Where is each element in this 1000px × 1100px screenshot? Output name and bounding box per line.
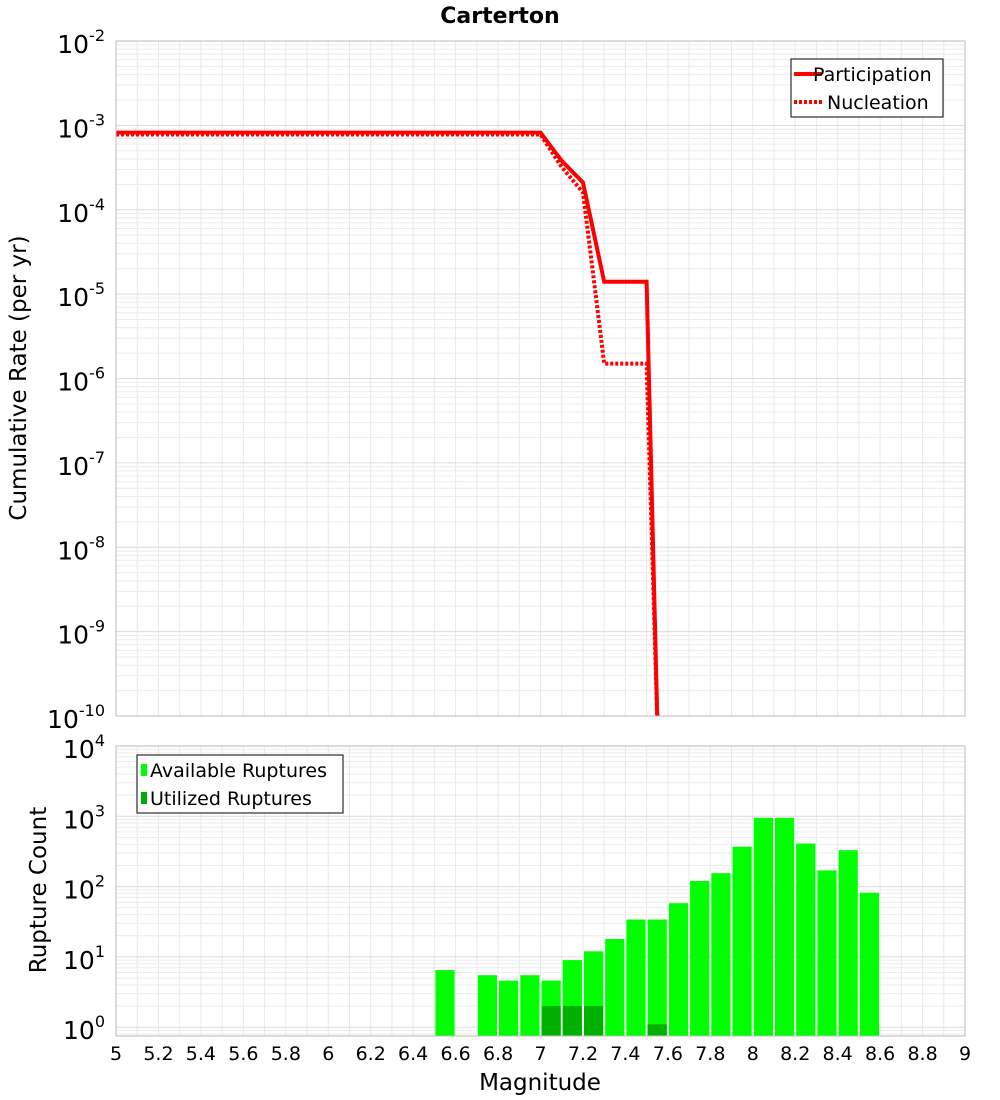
nucleation-series-line	[116, 132, 660, 716]
available-rupture-bar	[711, 873, 731, 1036]
available-rupture-bar	[605, 939, 625, 1036]
available-rupture-bar	[817, 870, 837, 1036]
magnitude-tick-label: 5	[110, 1043, 122, 1065]
chart-title: Carterton	[440, 4, 559, 29]
count-legend-swatch	[141, 764, 147, 776]
available-rupture-bar	[668, 903, 689, 1036]
utilized-rupture-bar	[541, 1006, 561, 1036]
magnitude-tick-label: 6.4	[398, 1043, 428, 1065]
magnitude-tick-label: 6.8	[483, 1043, 513, 1065]
count-axis-label: Rupture Count	[26, 807, 52, 973]
rate-tick-label: 10-7	[57, 448, 105, 481]
magnitude-tick-label: 8.2	[780, 1043, 810, 1065]
available-rupture-bar	[838, 850, 858, 1036]
magnitude-tick-label: 7	[534, 1043, 546, 1065]
participation-series-line	[116, 130, 660, 716]
rate-tick-label: 10-2	[57, 26, 105, 59]
count-tick-label: 103	[63, 801, 105, 834]
rate-legend-box	[790, 58, 944, 118]
magnitude-tick-label: 7.4	[610, 1043, 640, 1065]
magnitude-tick-label: 8.6	[865, 1043, 895, 1065]
rate-tick-label: 10-10	[47, 701, 105, 734]
rate-tick-label: 10-9	[57, 617, 105, 650]
rate-tick-label: 10-3	[57, 110, 105, 143]
count-tick-label: 102	[63, 872, 105, 905]
available-rupture-bar	[647, 919, 667, 1036]
utilized-rupture-bar	[562, 1006, 582, 1036]
magnitude-tick-label: 9	[959, 1043, 971, 1065]
available-rupture-bar	[859, 892, 880, 1036]
count-plot-frame	[115, 745, 966, 1037]
nucleation-legend-label: Nucleation	[827, 92, 929, 114]
rate-axis-label: Cumulative Rate (per yr)	[6, 235, 32, 520]
available-rupture-bar	[520, 975, 540, 1036]
rate-tick-label: 10-4	[57, 195, 105, 228]
magnitude-tick-label: 8	[747, 1043, 759, 1065]
rate-tick-label: 10-5	[57, 279, 105, 312]
magnitude-tick-label: 8.8	[907, 1043, 937, 1065]
available-rupture-bar	[753, 817, 773, 1036]
rate-tick-label: 10-8	[57, 532, 105, 565]
available-rupture-bar	[626, 919, 646, 1036]
magnitude-tick-label: 5.8	[271, 1043, 301, 1065]
available-rupture-bar	[796, 843, 816, 1036]
magnitude-tick-label: 6.2	[356, 1043, 386, 1065]
magnitude-tick-label: 6.6	[440, 1043, 470, 1065]
magnitude-tick-label: 7.6	[653, 1043, 683, 1065]
count-tick-label: 101	[63, 942, 105, 975]
magnitude-tick-label: 6	[322, 1043, 334, 1065]
available-rupture-bar	[477, 975, 497, 1036]
count-tick-label: 104	[63, 731, 105, 764]
magnitude-tick-label: 5.4	[186, 1043, 216, 1065]
count-legend: Available Ruptures Utilized Ruptures	[136, 754, 344, 814]
magnitude-tick-label: 5.2	[143, 1043, 173, 1065]
magnitude-tick-label: 7.8	[695, 1043, 725, 1065]
utilized-rupture-bar	[647, 1024, 667, 1036]
magnitude-tick-label: 8.4	[823, 1043, 853, 1065]
count-plot: 100 101 102 103 104 5 5.2 5.4 5.6 5.8 6 6.2 6.4 6.6 6.…	[63, 731, 971, 1065]
available-rupture-bar	[775, 817, 795, 1036]
participation-legend-label: Participation	[813, 64, 932, 86]
magnitude-axis-label: Magnitude	[479, 1070, 601, 1096]
count-legend-label: Available Ruptures	[150, 760, 327, 782]
magnitude-tick-label: 5.6	[228, 1043, 258, 1065]
count-tick-label: 100	[63, 1012, 105, 1045]
available-rupture-bar	[499, 980, 519, 1036]
utilized-rupture-bar	[584, 1006, 604, 1036]
magnitude-tick-label: 7.2	[568, 1043, 598, 1065]
rate-tick-label: 10-6	[57, 364, 105, 397]
count-legend-swatch	[141, 792, 147, 804]
rate-legend: Participation Nucleation	[790, 58, 944, 118]
count-legend-label: Utilized Ruptures	[150, 788, 312, 810]
available-rupture-bar	[732, 846, 752, 1036]
rate-plot: 10-2 10-3 10-4 10-5 10-6 10-7 10-8 10-9 10-10 Par…	[47, 26, 966, 734]
rate-plot-frame	[115, 40, 966, 717]
count-legend-box	[136, 754, 344, 814]
available-rupture-bar	[435, 970, 455, 1036]
available-rupture-bar	[690, 881, 710, 1036]
